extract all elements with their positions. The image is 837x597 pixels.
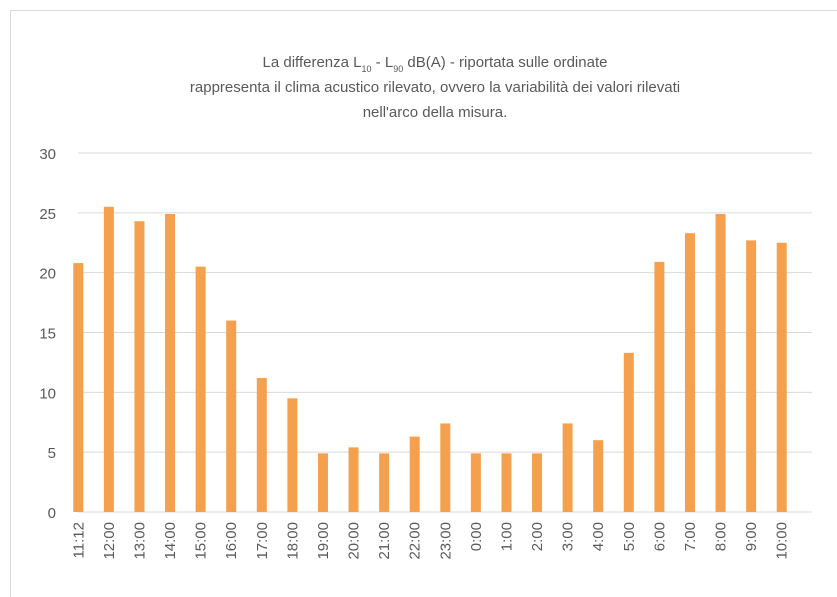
chart-frame bbox=[10, 10, 837, 597]
x-tick-label: 15:00 bbox=[193, 522, 210, 560]
x-tick-label: 8:00 bbox=[713, 522, 730, 551]
y-tick-label: 5 bbox=[48, 445, 56, 462]
x-tick-label: 21:00 bbox=[376, 522, 393, 560]
bar bbox=[103, 206, 114, 512]
bar bbox=[226, 320, 237, 512]
bar bbox=[409, 436, 420, 512]
bar bbox=[654, 261, 665, 512]
bar bbox=[470, 453, 481, 512]
x-tick-label: 17:00 bbox=[254, 522, 271, 560]
bar bbox=[562, 423, 573, 512]
x-tick-label: 20:00 bbox=[346, 522, 363, 560]
bar bbox=[440, 423, 451, 512]
x-tick-label: 9:00 bbox=[743, 522, 760, 551]
bar bbox=[623, 352, 634, 512]
x-tick-label: 7:00 bbox=[682, 522, 699, 551]
x-tick-label: 16:00 bbox=[223, 522, 240, 560]
bar bbox=[684, 233, 695, 512]
x-tick-label: 13:00 bbox=[131, 522, 148, 560]
bar bbox=[287, 398, 298, 512]
x-tick-label: 6:00 bbox=[651, 522, 668, 551]
bar bbox=[593, 440, 604, 512]
bar bbox=[776, 242, 787, 512]
x-tick-label: 23:00 bbox=[437, 522, 454, 560]
title-segment: dB(A) - riportata sulle ordinate bbox=[403, 54, 607, 71]
bar bbox=[379, 453, 390, 512]
title-segment: - L bbox=[372, 54, 394, 71]
bar bbox=[501, 453, 512, 512]
chart-title: rappresenta il clima acustico rilevato, … bbox=[190, 79, 680, 96]
x-tick-label: 3:00 bbox=[560, 522, 577, 551]
x-tick-label: 11:12 bbox=[70, 522, 87, 558]
bar bbox=[195, 266, 206, 512]
y-tick-label: 10 bbox=[39, 385, 56, 402]
chart-title: La differenza L10 - L90 dB(A) - riportat… bbox=[263, 54, 608, 74]
x-tick-label: 10:00 bbox=[774, 522, 791, 560]
y-tick-label: 30 bbox=[39, 146, 56, 163]
x-tick-label: 4:00 bbox=[590, 522, 607, 551]
x-tick-label: 12:00 bbox=[101, 522, 118, 560]
x-tick-label: 5:00 bbox=[621, 522, 638, 551]
y-tick-label: 20 bbox=[39, 266, 56, 283]
bar bbox=[317, 453, 328, 512]
bar bbox=[348, 447, 359, 512]
x-tick-label: 22:00 bbox=[407, 522, 424, 560]
x-tick-label: 18:00 bbox=[284, 522, 301, 560]
bar bbox=[165, 214, 176, 512]
title-segment: 10 bbox=[361, 64, 371, 74]
bar bbox=[134, 221, 145, 512]
bar bbox=[746, 240, 757, 512]
bar bbox=[73, 263, 84, 512]
x-tick-label: 19:00 bbox=[315, 522, 332, 560]
bar bbox=[532, 453, 543, 512]
x-tick-label: 1:00 bbox=[498, 522, 515, 551]
title-segment: 90 bbox=[393, 64, 403, 74]
bar bbox=[256, 377, 267, 512]
x-tick-label: 0:00 bbox=[468, 522, 485, 551]
bar bbox=[715, 214, 726, 512]
chart-title: nell'arco della misura. bbox=[363, 104, 508, 121]
x-tick-label: 2:00 bbox=[529, 522, 546, 551]
y-tick-label: 25 bbox=[39, 206, 56, 223]
y-tick-label: 0 bbox=[48, 505, 56, 522]
x-tick-label: 14:00 bbox=[162, 522, 179, 560]
title-segment: La differenza L bbox=[263, 54, 362, 71]
y-tick-label: 15 bbox=[39, 326, 56, 343]
